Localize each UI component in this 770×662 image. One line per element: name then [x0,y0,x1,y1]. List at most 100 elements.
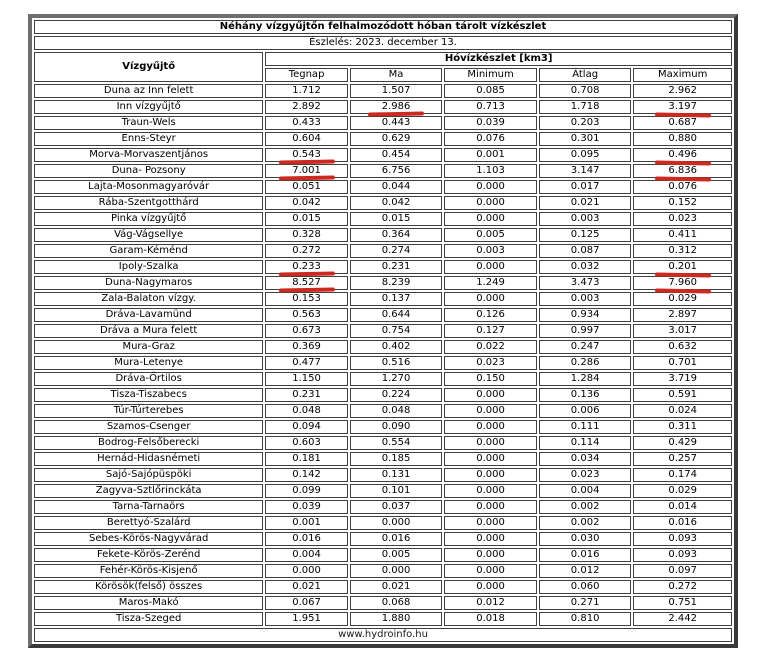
catchment-name-cell: Duna az Inn felett [34,84,264,98]
minimum-value-cell: 0.000 [444,548,537,562]
catchment-name-cell: Garam-Kéménd [34,244,264,258]
atlag-value-cell: 0.004 [538,484,632,498]
catchment-name-cell: Körösök(felső) összes [34,580,264,594]
catchment-name-cell: Dráva-Őrtilos [34,372,264,386]
ma-value-cell: 0.754 [349,324,443,338]
header-columns-row: Tegnap Ma Minimum Átlag Maximum [34,68,732,82]
maximum-value-cell: 7.960 [633,276,732,294]
minimum-value-cell: 0.000 [444,292,537,306]
minimum-value-cell: 0.000 [444,180,537,194]
ma-value-cell: 0.454 [349,148,443,162]
catchment-name-cell: Traun-Wels [34,116,264,130]
minimum-value-cell: 0.012 [444,596,537,610]
catchment-name-cell: Sebes-Körös-Nagyvárad [34,532,264,546]
atlag-value-cell: 0.111 [538,420,632,434]
maximum-value-cell: 0.257 [633,452,732,466]
tegnap-value-cell: 0.153 [265,292,348,306]
tegnap-value-cell: 0.673 [265,324,348,338]
atlag-value-cell: 0.003 [538,212,632,226]
snow-water-table: Néhány vízgyűjtőn felhalmozódott hóban t… [32,18,734,644]
maximum-value-cell: 0.880 [633,132,732,146]
column-header-minimum: Minimum [444,68,537,82]
maximum-value-cell: 0.201 [633,260,732,278]
column-group-header-snow-water: Hóvízkészlet [km3] [265,52,732,66]
table-row: Fekete-Körös-Zerénd 0.004 0.005 0.000 0.016 0… [34,548,732,562]
ma-value-cell: 0.629 [349,132,443,146]
atlag-value-cell: 0.997 [538,324,632,338]
tegnap-value-cell: 0.042 [265,196,348,210]
ma-value-cell: 1.507 [349,84,443,98]
table-row: Vág-Vágsellye 0.328 0.364 0.005 0.125 0.411 [34,228,732,242]
maximum-value-cell: 0.591 [633,388,732,402]
tegnap-value-cell: 0.142 [265,468,348,482]
table-row: Hernád-Hidasnémeti 0.181 0.185 0.000 0.034 0.… [34,452,732,466]
ma-value-cell: 0.224 [349,388,443,402]
atlag-value-cell: 0.006 [538,404,632,418]
atlag-value-cell: 0.934 [538,308,632,322]
tegnap-value-cell: 0.563 [265,308,348,322]
catchment-name-cell: Vág-Vágsellye [34,228,264,242]
ma-value-cell: 6.756 [349,164,443,178]
table-row: Mura-Graz 0.369 0.402 0.022 0.247 0.632 [34,340,732,354]
maximum-value-cell: 0.174 [633,468,732,482]
minimum-value-cell: 0.126 [444,308,537,322]
atlag-value-cell: 0.247 [538,340,632,354]
ma-value-cell: 0.015 [349,212,443,226]
table-row: Morva-Morvaszentjános 0.543 0.454 0.001 0.09… [34,148,732,166]
tegnap-value-cell: 0.433 [265,116,348,130]
table-row: Enns-Steyr 0.604 0.629 0.076 0.301 0.880 [34,132,732,146]
atlag-value-cell: 0.060 [538,580,632,594]
maximum-value-cell: 0.023 [633,212,732,226]
ma-value-cell: 0.644 [349,308,443,322]
minimum-value-cell: 0.085 [444,84,537,98]
snow-water-table-frame: Néhány vízgyűjtőn felhalmozódott hóban t… [28,14,738,648]
maximum-value-cell: 0.311 [633,420,732,434]
maximum-value-cell: 0.312 [633,244,732,258]
table-row: Sebes-Körös-Nagyvárad 0.016 0.016 0.000 0.03… [34,532,732,546]
minimum-value-cell: 0.001 [444,148,537,162]
column-header-average: Átlag [538,68,632,82]
ma-value-cell: 8.239 [349,276,443,290]
table-row: Pinka vízgyűjtő 0.015 0.015 0.000 0.003 0.023 [34,212,732,226]
ma-value-cell: 0.048 [349,404,443,418]
atlag-value-cell: 3.473 [538,276,632,290]
table-row: Bodrog-Felsőberecki 0.603 0.554 0.000 0.114 0… [34,436,732,450]
catchment-name-cell: Duna-Nagymaros [34,276,264,290]
atlag-value-cell: 0.002 [538,516,632,530]
table-row: Duna-Nagymaros 8.527 8.239 1.249 3.473 7.960 [34,276,732,294]
table-row: Fehér-Körös-Kisjenő 0.000 0.000 0.000 0.012 0… [34,564,732,578]
catchment-name-cell: Hernád-Hidasnémeti [34,452,264,466]
minimum-value-cell: 0.022 [444,340,537,354]
minimum-value-cell: 0.000 [444,500,537,514]
ma-value-cell: 0.016 [349,532,443,546]
maximum-value-cell: 0.024 [633,404,732,418]
tegnap-value-cell: 0.067 [265,596,348,610]
atlag-value-cell: 0.030 [538,532,632,546]
catchment-name-cell: Fehér-Körös-Kisjenő [34,564,264,578]
ma-value-cell: 0.044 [349,180,443,194]
ma-value-cell: 0.037 [349,500,443,514]
atlag-value-cell: 1.284 [538,372,632,386]
page-title: Néhány vízgyűjtőn felhalmozódott hóban t… [34,20,732,34]
catchment-name-cell: Berettyó-Szalárd [34,516,264,530]
catchment-name-cell: Zala-Balaton vízgy. [34,292,264,306]
tegnap-value-cell: 0.000 [265,564,348,578]
source-url-label: www.hydroinfo.hu [34,628,732,642]
atlag-value-cell: 3.147 [538,164,632,178]
ma-value-cell: 0.402 [349,340,443,354]
table-row: Zala-Balaton vízgy. 0.153 0.137 0.000 0.003 0… [34,292,732,306]
table-row: Inn vízgyűjtő 2.892 2.986 0.713 1.718 3.197 [34,100,732,118]
catchment-name-cell: Pinka vízgyűjtő [34,212,264,226]
ma-value-cell: 0.005 [349,548,443,562]
table-row: Ipoly-Szalka 0.233 0.231 0.000 0.032 0.201 [34,260,732,278]
atlag-value-cell: 0.286 [538,356,632,370]
tegnap-value-cell: 2.892 [265,100,348,114]
atlag-value-cell: 0.016 [538,548,632,562]
minimum-value-cell: 0.018 [444,612,537,626]
title-row: Néhány vízgyűjtőn felhalmozódott hóban t… [34,20,732,34]
maximum-value-cell: 3.719 [633,372,732,386]
maximum-value-cell: 0.029 [633,484,732,498]
ma-value-cell: 0.137 [349,292,443,306]
minimum-value-cell: 0.039 [444,116,537,130]
ma-value-cell: 0.554 [349,436,443,450]
